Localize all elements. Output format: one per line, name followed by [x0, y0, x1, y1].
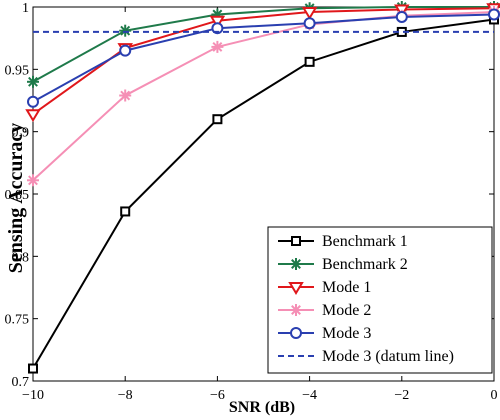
x-axis-title: SNR (dB)	[229, 399, 295, 416]
data-point-mode-3	[488, 8, 500, 21]
x-tick-label: −2	[394, 388, 409, 403]
legend-label-benchmark-2: Benchmark 2	[322, 256, 408, 273]
y-axis-title: Sensing Accuracy	[5, 123, 27, 274]
x-tick-label: −6	[210, 388, 225, 403]
x-tick-label: −10	[22, 388, 44, 403]
data-point-benchmark-1	[120, 206, 131, 217]
y-tick-label: 0.8	[12, 250, 30, 265]
data-point-mode-1	[209, 15, 226, 29]
y-tick-label: 0.7	[12, 375, 30, 390]
data-point-benchmark-2	[119, 24, 132, 37]
data-point-mode-3	[119, 44, 132, 57]
legend-label-mode-1: Mode 1	[322, 279, 371, 296]
data-point-mode-2	[211, 40, 224, 53]
legend-label-mode-2: Mode 2	[322, 302, 371, 319]
data-point-mode-2	[27, 174, 39, 187]
legend-marker-mode-3	[290, 327, 302, 339]
data-point-mode-3	[395, 10, 408, 23]
data-point-mode-1	[25, 109, 41, 123]
legend-label-benchmark-1: Benchmark 1	[322, 233, 408, 250]
legend-label-mode-3-datum-line: Mode 3 (datum line)	[322, 348, 454, 365]
series-line-benchmark-1	[32, 18, 495, 370]
data-point-benchmark-1	[212, 114, 223, 125]
data-point-benchmark-1	[304, 56, 315, 67]
x-tick-label: −4	[302, 388, 317, 403]
y-tick-label: 0.95	[5, 63, 30, 78]
legend-box	[267, 226, 493, 374]
legend-marker-mode-1	[288, 282, 304, 295]
data-point-mode-3	[303, 17, 316, 30]
series-line-mode-3	[32, 13, 495, 103]
series-line-mode-2	[32, 10, 495, 182]
data-point-mode-3	[211, 22, 224, 35]
data-point-mode-3	[27, 95, 39, 108]
legend-marker-mode-2	[290, 304, 302, 316]
x-tick-label: −8	[118, 388, 133, 403]
series-line-benchmark-2	[32, 6, 494, 83]
y-tick-label: 0.9	[12, 126, 30, 141]
legend-label-mode-3: Mode 3	[322, 325, 371, 342]
data-point-benchmark-2	[27, 75, 39, 88]
data-point-mode-1	[301, 6, 318, 20]
y-tick-label: 1	[22, 1, 29, 16]
x-tick-label: 0	[491, 388, 498, 403]
legend-marker-benchmark-1	[291, 236, 301, 246]
y-tick-label: 0.75	[5, 313, 30, 328]
data-point-mode-2	[119, 89, 132, 102]
y-tick-label: 0.85	[5, 188, 30, 203]
plot-layer: −10 −8 −6 −4 −2 0 0.7 0.75 0.8 0.85 0.9 0.95 1 Benchm…	[5, 1, 500, 403]
legend-marker-benchmark-2	[290, 258, 302, 270]
data-point-benchmark-1	[28, 363, 38, 374]
